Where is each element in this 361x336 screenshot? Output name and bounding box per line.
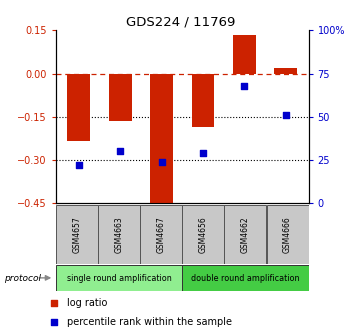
Point — [283, 112, 289, 118]
Text: GSM4666: GSM4666 — [283, 216, 292, 253]
Bar — [68, 74, 90, 141]
Bar — [182, 205, 225, 264]
Text: GDS224 / 11769: GDS224 / 11769 — [126, 15, 235, 28]
Text: GSM4667: GSM4667 — [157, 216, 166, 253]
Bar — [140, 205, 182, 264]
Text: double round amplification: double round amplification — [191, 274, 300, 283]
Bar — [56, 205, 98, 264]
Bar — [182, 265, 309, 291]
Point — [51, 319, 57, 325]
Text: GSM4662: GSM4662 — [241, 216, 250, 253]
Text: percentile rank within the sample: percentile rank within the sample — [67, 317, 232, 327]
Point — [159, 159, 165, 164]
Text: GSM4656: GSM4656 — [199, 216, 208, 253]
Bar — [266, 205, 309, 264]
Bar — [98, 205, 140, 264]
Text: GSM4663: GSM4663 — [115, 216, 123, 253]
Bar — [109, 74, 132, 121]
Point — [117, 149, 123, 154]
Text: single round amplification: single round amplification — [67, 274, 171, 283]
Bar — [274, 68, 297, 74]
Text: protocol: protocol — [4, 274, 40, 283]
Point — [242, 83, 247, 88]
Point — [200, 151, 206, 156]
Text: log ratio: log ratio — [67, 298, 107, 308]
Bar — [56, 265, 182, 291]
Text: GSM4657: GSM4657 — [73, 216, 82, 253]
Bar — [192, 74, 214, 127]
Bar — [233, 35, 256, 74]
Point — [51, 300, 57, 306]
Point — [76, 163, 82, 168]
Bar — [225, 205, 266, 264]
Bar — [150, 74, 173, 206]
